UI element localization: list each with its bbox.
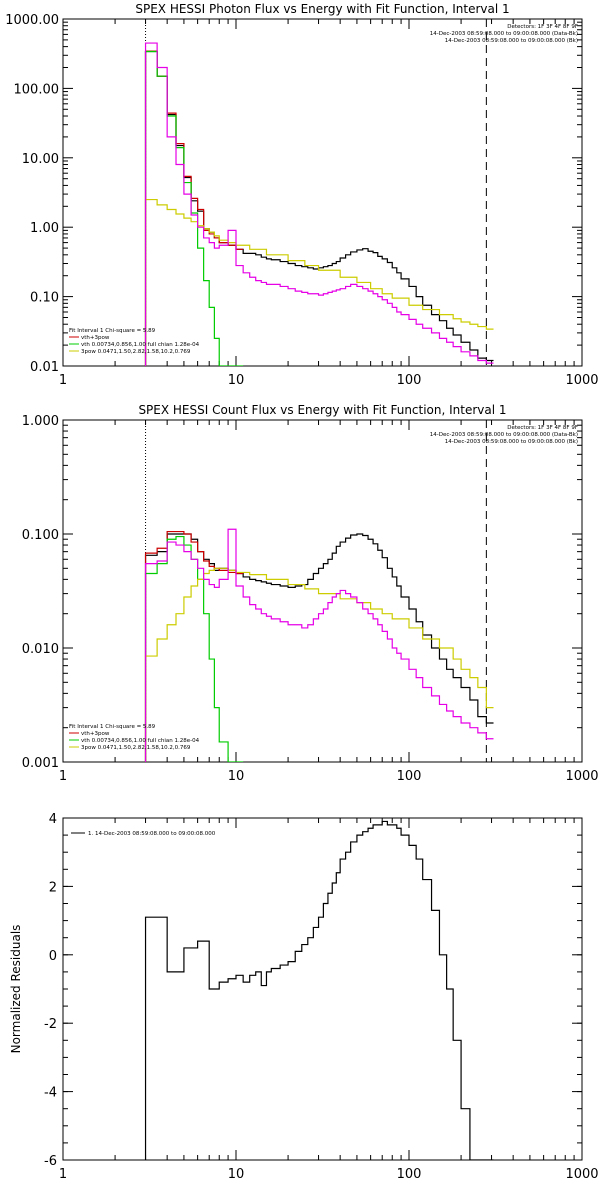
residuals-panel: 1 10 100 1000 -6 -4 -2 0 2 4 Normalized Residuals 1… bbox=[9, 812, 599, 1182]
y-tick-label: 100.00 bbox=[14, 82, 60, 97]
legend-label: 1. 14-Dec-2003 08:59:08.000 to 09:00:08.… bbox=[88, 831, 216, 837]
series-line-residuals bbox=[144, 820, 494, 1160]
fit-info-line: Fit Interval 1 Chi-square = 5.89 bbox=[69, 328, 156, 334]
x-tick-label: 100 bbox=[397, 373, 422, 388]
header-line: Detectors: 1F 3F 4F 8F 9F bbox=[507, 425, 578, 431]
series-line-bk bbox=[144, 528, 494, 762]
header-line: 14-Dec-2003 08:59:08.000 to 09:00:08.000… bbox=[430, 31, 578, 37]
y-tick-label: 0.10 bbox=[30, 291, 59, 306]
header-line: 14-Dec-2003 08:59:08.000 to 09:00:08.000… bbox=[445, 38, 578, 44]
plot-frame bbox=[62, 419, 583, 763]
fit-info-line: Fit Interval 1 Chi-square = 5.89 bbox=[69, 724, 156, 730]
y-tick-label: 1000.00 bbox=[5, 13, 59, 28]
x-tick-label: 10 bbox=[228, 373, 245, 388]
y-tick-label: 0.001 bbox=[22, 756, 59, 771]
y-tick-label: 0.010 bbox=[22, 642, 59, 657]
x-tick-label: 100 bbox=[397, 769, 422, 784]
header-line: Detectors: 1F 3F 4F 8F 9F bbox=[507, 24, 578, 30]
y-axis-label: Normalized Residuals bbox=[9, 925, 23, 1054]
x-tick-label: 1000 bbox=[565, 373, 598, 388]
series-line-3pow bbox=[144, 567, 494, 762]
plot-frame bbox=[62, 18, 583, 367]
fit-info-line: vth 0.00734,0.856,1.00 full chian 1.28e-… bbox=[81, 738, 200, 744]
x-tick-label: 1000 bbox=[565, 769, 598, 784]
series-line-3pow bbox=[144, 198, 494, 366]
y-tick-label: 4 bbox=[49, 812, 57, 827]
fit-info-line: vth 0.00734,0.856,1.00 full chian 1.28e-… bbox=[81, 342, 200, 348]
chart-title: SPEX HESSI Count Flux vs Energy with Fit… bbox=[138, 403, 506, 417]
x-tick-label: 1 bbox=[59, 373, 67, 388]
y-tick-label: 0.01 bbox=[30, 360, 59, 375]
header-line: 14-Dec-2003 08:59:08.000 to 09:00:08.000… bbox=[445, 439, 578, 445]
fit-info-line: 3pow 0.0471,1.50,2.82,1.58,10.2,0.769 bbox=[81, 745, 191, 751]
fit-info-line: vth+3pow bbox=[81, 335, 110, 341]
series-line-data-bk bbox=[144, 533, 494, 762]
y-tick-label: 2 bbox=[49, 880, 57, 895]
x-tick-label: 1 bbox=[59, 1167, 67, 1182]
y-tick-label: 1.000 bbox=[22, 414, 59, 429]
series-line-vth-3pow bbox=[144, 50, 244, 366]
series-line-bk bbox=[144, 42, 494, 366]
plot-frame bbox=[62, 817, 583, 1161]
chart-title: SPEX HESSI Photon Flux vs Energy with Fi… bbox=[135, 2, 509, 16]
y-tick-label: -6 bbox=[44, 1154, 57, 1169]
header-line: 14-Dec-2003 08:59:08.000 to 09:00:08.000… bbox=[430, 432, 578, 438]
x-tick-label: 100 bbox=[397, 1167, 422, 1182]
x-tick-label: 1000 bbox=[565, 1167, 598, 1182]
y-tick-label: -2 bbox=[44, 1017, 57, 1032]
y-tick-label: 1.00 bbox=[30, 221, 59, 236]
photon-flux-panel: SPEX HESSI Photon Flux vs Energy with Fi… bbox=[5, 2, 598, 388]
y-tick-label: -4 bbox=[44, 1086, 57, 1101]
series-line-vth bbox=[144, 50, 244, 366]
y-tick-label: 0 bbox=[49, 949, 57, 964]
count-flux-panel: SPEX HESSI Count Flux vs Energy with Fit… bbox=[22, 403, 599, 784]
fit-info-line: 3pow 0.0471,1.50,2.82,1.58,10.2,0.769 bbox=[81, 349, 191, 355]
x-tick-label: 10 bbox=[228, 1167, 245, 1182]
y-tick-label: 0.100 bbox=[22, 528, 59, 543]
y-tick-label: 10.00 bbox=[22, 152, 59, 167]
x-tick-label: 10 bbox=[228, 769, 245, 784]
x-tick-label: 1 bbox=[59, 769, 67, 784]
fit-info-line: vth+3pow bbox=[81, 731, 110, 737]
